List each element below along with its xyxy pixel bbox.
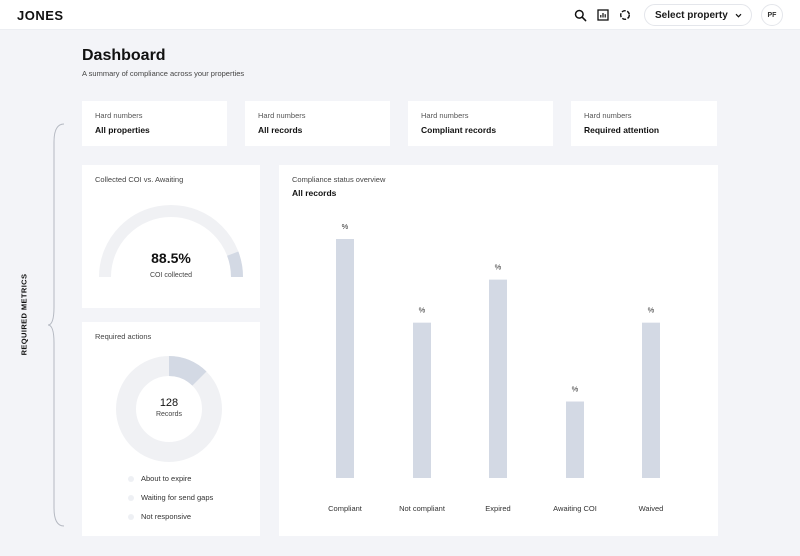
donut-track	[116, 356, 222, 462]
hard-number-label: Hard numbers	[258, 111, 306, 120]
required-actions-card: Required actions 128 Records About to ex…	[82, 322, 260, 536]
legend-dot	[128, 494, 134, 501]
hard-number-value: All records	[258, 125, 303, 135]
avatar[interactable]: PF	[761, 4, 783, 26]
donut-total: 128	[159, 397, 179, 409]
coi-gauge-card: Collected COI vs. Awaiting 88.5% COI col…	[82, 165, 260, 308]
legend-dot	[128, 475, 134, 482]
required-metrics-label: REQUIRED METRICS	[19, 273, 29, 356]
category-tick-label: Not compliant	[399, 504, 446, 513]
records-donut	[116, 356, 222, 462]
bar-awaiting-coi[interactable]	[566, 401, 584, 478]
hard-number-card-properties[interactable]: Hard numbers All properties	[82, 101, 227, 146]
category-tick-label: Awaiting COI	[553, 504, 597, 513]
gauge-fill	[227, 251, 243, 278]
search-icon[interactable]	[572, 7, 588, 23]
legend-dot	[128, 513, 134, 520]
donut-segment	[168, 356, 207, 387]
page-subtitle: A summary of compliance across your prop…	[82, 69, 245, 78]
top-bar: JONES Select property PF	[0, 0, 800, 30]
compliance-bar-chart: % Compliant% Not compliant% Expired% Awaitin…	[328, 222, 664, 513]
legend-label: About to expire	[141, 474, 192, 483]
gauge-card-title: Collected COI vs. Awaiting	[95, 175, 184, 184]
legend-label: Waiting for send gaps	[141, 493, 214, 502]
bar-data-label: %	[648, 306, 655, 315]
loading-icon[interactable]	[617, 7, 633, 23]
legend-item: Not responsive	[128, 512, 191, 521]
bar-data-label: %	[495, 263, 502, 272]
bar-data-label: %	[342, 222, 349, 231]
legend-item: About to expire	[128, 474, 191, 483]
property-select[interactable]: Select property	[644, 4, 752, 26]
bar-waived[interactable]	[642, 322, 660, 478]
category-tick-label: Waived	[639, 504, 664, 513]
compliance-chart-card: Compliance status overview All records %…	[279, 165, 718, 536]
bar-compliant[interactable]	[336, 239, 354, 478]
gauge-track	[99, 205, 243, 278]
brace-decoration	[48, 123, 65, 527]
hard-number-card-attention[interactable]: Hard numbers Required attention	[571, 101, 717, 146]
hard-number-label: Hard numbers	[584, 111, 632, 120]
bar-data-label: %	[572, 385, 579, 394]
chart-title: Compliance status overview	[292, 175, 386, 184]
chart-subtitle: All records	[292, 188, 337, 198]
gauge-label: COI collected	[149, 272, 193, 279]
bar-expired[interactable]	[489, 279, 507, 478]
hard-number-card-records[interactable]: Hard numbers All records	[245, 101, 390, 146]
hard-number-label: Hard numbers	[421, 111, 469, 120]
legend-item: Waiting for send gaps	[128, 493, 213, 502]
bar-data-label: %	[419, 306, 426, 315]
bar-not-compliant[interactable]	[413, 322, 431, 478]
legend-label: Not responsive	[141, 512, 192, 521]
hard-number-value: Compliant records	[421, 125, 497, 135]
property-select-label: Select property	[655, 10, 728, 21]
coi-gauge	[99, 205, 243, 278]
hard-number-value: All properties	[95, 125, 150, 135]
hard-number-label: Hard numbers	[95, 111, 143, 120]
category-tick-label: Expired	[485, 504, 510, 513]
category-tick-label: Compliant	[328, 504, 363, 513]
report-icon[interactable]	[595, 7, 611, 23]
hard-number-card-compliant[interactable]: Hard numbers Compliant records	[408, 101, 553, 146]
chevron-down-icon	[735, 11, 742, 22]
hard-number-value: Required attention	[584, 125, 660, 135]
logo[interactable]: JONES	[17, 8, 64, 23]
required-actions-title: Required actions	[95, 332, 152, 341]
page-title: Dashboard	[82, 47, 166, 64]
gauge-value: 88.5%	[151, 250, 191, 266]
donut-total-label: Records	[155, 411, 183, 418]
